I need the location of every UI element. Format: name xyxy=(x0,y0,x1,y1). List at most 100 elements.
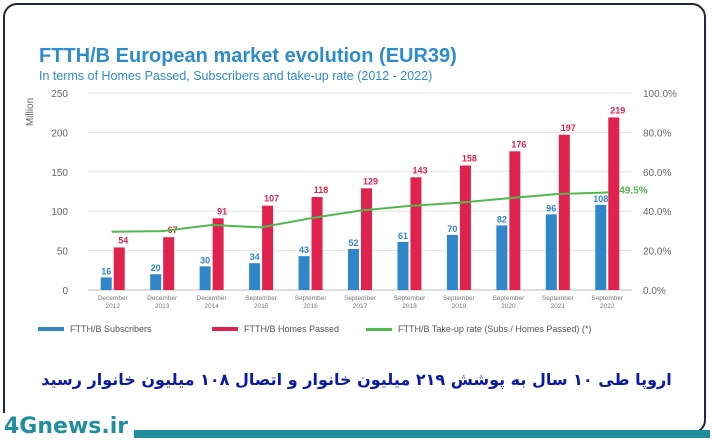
x-tick-label-month: September xyxy=(344,295,377,302)
x-tick-label-month: September xyxy=(542,295,575,302)
bar-homes-passed xyxy=(361,188,372,290)
bar-homes-passed xyxy=(509,151,521,290)
take-up-rate-line xyxy=(112,191,608,233)
bar-label-homes-passed: 143 xyxy=(412,165,427,175)
bar-homes-passed xyxy=(113,247,125,290)
x-tick-label-year: 2018 xyxy=(402,303,417,310)
y-axis-title: Million xyxy=(25,98,36,126)
persian-caption: اروپا طی ۱۰ سال به پوشش ۲۱۹ میلیون خانوا… xyxy=(41,370,672,389)
chart-card: FTTH/B European market evolution (EUR39)… xyxy=(3,3,706,434)
legend-label-take-up-rate: FTTH/B Take-up rate (Subs / Homes Passed… xyxy=(398,324,591,334)
legend-swatch-take-up-rate xyxy=(366,328,392,331)
bar-label-homes-passed: 219 xyxy=(610,105,625,115)
bar-subscribers xyxy=(150,274,162,290)
x-tick-label-year: 2014 xyxy=(204,303,219,310)
y2-tick-label: 60.0% xyxy=(643,168,671,179)
take-up-rate-point xyxy=(210,223,213,227)
y-tick-label: 100 xyxy=(51,207,68,218)
bar-label-subscribers: 30 xyxy=(200,255,210,265)
bar-label-subscribers: 82 xyxy=(497,214,507,224)
legend-swatch-subscribers xyxy=(38,327,64,331)
bar-label-homes-passed: 91 xyxy=(217,206,227,216)
bar-label-subscribers: 61 xyxy=(398,231,408,241)
bar-subscribers xyxy=(496,225,508,290)
bar-label-subscribers: 20 xyxy=(151,263,161,273)
bar-subscribers xyxy=(595,204,607,290)
take-up-rate-end-label: 49.5% xyxy=(619,185,647,196)
bar-homes-passed xyxy=(311,197,323,290)
x-tick-label-year: 2016 xyxy=(303,303,318,310)
bar-homes-passed xyxy=(163,237,175,290)
take-up-rate-point xyxy=(408,204,411,208)
bar-label-subscribers: 16 xyxy=(101,266,111,276)
x-tick-label-month: September xyxy=(591,295,624,302)
legend-swatch-homes-passed xyxy=(212,327,238,331)
watermark-logo: 4Gnews.ir xyxy=(0,413,135,441)
y2-tick-label: 100.0% xyxy=(643,89,677,100)
x-tick-label-month: September xyxy=(443,295,476,302)
x-tick-label-year: 2022 xyxy=(600,303,615,310)
bar-label-homes-passed: 107 xyxy=(264,194,279,204)
x-tick-label-year: 2013 xyxy=(155,303,170,310)
take-up-rate-point xyxy=(556,192,560,196)
take-up-rate-point xyxy=(457,201,461,204)
bar-homes-passed xyxy=(459,165,471,290)
bar-label-subscribers: 108 xyxy=(593,194,608,204)
y2-tick-label: 0.0% xyxy=(643,286,666,297)
y-tick-label: 200 xyxy=(51,128,68,139)
bar-label-subscribers: 52 xyxy=(348,238,358,248)
x-tick-label-month: September xyxy=(295,295,328,302)
bar-label-subscribers: 43 xyxy=(299,245,309,255)
bar-subscribers xyxy=(545,214,557,290)
bar-subscribers xyxy=(348,249,359,290)
bar-subscribers xyxy=(446,234,458,290)
take-up-rate-point xyxy=(309,217,312,220)
y2-tick-label: 20.0% xyxy=(643,247,671,258)
take-up-rate-point xyxy=(160,229,164,233)
y-tick-label: 250 xyxy=(51,89,68,100)
bar-label-homes-passed: 118 xyxy=(314,185,329,195)
x-tick-label-year: 2015 xyxy=(254,303,269,310)
watermark-bar xyxy=(130,430,710,438)
bar-subscribers xyxy=(199,266,211,290)
y-tick-label: 0 xyxy=(62,286,68,297)
chart-subtitle: In terms of Homes Passed, Subscribers an… xyxy=(39,69,433,83)
x-tick-label-year: 2021 xyxy=(551,303,566,310)
bar-label-homes-passed: 158 xyxy=(462,153,477,163)
x-tick-label-year: 2019 xyxy=(452,303,467,310)
take-up-rate-point xyxy=(358,209,362,212)
legend-label-subscribers: FTTH/B Subscribers xyxy=(70,324,152,334)
bar-label-homes-passed: 176 xyxy=(511,139,526,149)
x-tick-label-month: December xyxy=(98,295,129,302)
x-tick-label-year: 2020 xyxy=(501,303,516,310)
take-up-rate-point xyxy=(606,191,609,194)
bar-label-subscribers: 34 xyxy=(250,252,260,262)
bar-subscribers xyxy=(100,277,112,290)
x-tick-label-year: 2012 xyxy=(105,303,120,310)
y2-tick-label: 40.0% xyxy=(643,207,671,218)
bar-label-homes-passed: 54 xyxy=(118,235,128,245)
x-tick-label-month: September xyxy=(245,295,278,302)
legend-label-homes-passed: FTTH/B Homes Passed xyxy=(244,324,339,334)
x-tick-label-month: September xyxy=(394,295,427,302)
bar-subscribers xyxy=(397,241,409,290)
x-tick-label-month: September xyxy=(492,295,525,302)
bar-label-subscribers: 96 xyxy=(546,203,556,213)
x-tick-label-month: December xyxy=(197,295,228,302)
bar-homes-passed xyxy=(410,177,422,290)
y-tick-label: 150 xyxy=(51,168,68,179)
bar-homes-passed xyxy=(608,117,620,290)
take-up-rate-point xyxy=(507,196,510,200)
x-tick-label-year: 2017 xyxy=(353,303,368,310)
bar-subscribers xyxy=(249,263,261,290)
chart-title: FTTH/B European market evolution (EUR39) xyxy=(39,45,457,67)
bar-label-homes-passed: 129 xyxy=(363,176,378,186)
y-tick-label: 50 xyxy=(57,247,69,258)
y2-tick-label: 80.0% xyxy=(643,128,671,139)
bar-homes-passed xyxy=(558,134,570,290)
bar-homes-passed xyxy=(262,205,274,290)
bar-homes-passed xyxy=(212,218,224,290)
take-up-rate-point xyxy=(259,226,263,229)
x-tick-label-month: December xyxy=(147,295,178,302)
